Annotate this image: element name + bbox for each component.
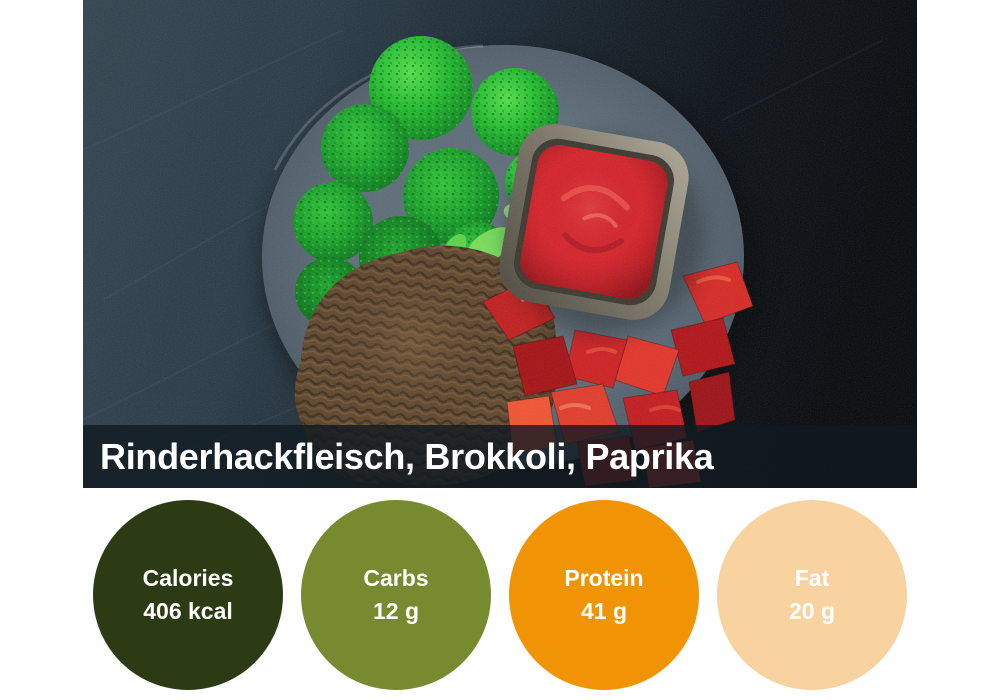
nutrition-label: Protein [564, 565, 644, 592]
meal-title-bar: Rinderhackfleisch, Brokkoli, Paprika [83, 425, 917, 488]
nutrition-badge-fat: Fat 20 g [717, 500, 907, 690]
nutrition-label: Carbs [363, 565, 429, 592]
meal-photo-illustration [83, 0, 917, 488]
meal-title: Rinderhackfleisch, Brokkoli, Paprika [100, 435, 714, 477]
nutrition-value: 41 g [580, 598, 628, 624]
nutrition-value: 12 g [372, 598, 420, 624]
nutrition-value: 406 kcal [143, 598, 233, 624]
nutrition-value: 20 g [788, 598, 836, 624]
nutrition-badge-carbs: Carbs 12 g [301, 500, 491, 690]
nutrition-badge-calories: Calories 406 kcal [93, 500, 283, 690]
nutrition-badges: Calories 406 kcal Carbs 12 g Protein 41 … [83, 500, 917, 690]
meal-photo: Rinderhackfleisch, Brokkoli, Paprika [83, 0, 917, 488]
nutrition-label: Fat [794, 565, 830, 592]
nutrition-label: Calories [142, 565, 234, 592]
nutrition-badge-protein: Protein 41 g [509, 500, 699, 690]
photo-grain [83, 0, 917, 488]
